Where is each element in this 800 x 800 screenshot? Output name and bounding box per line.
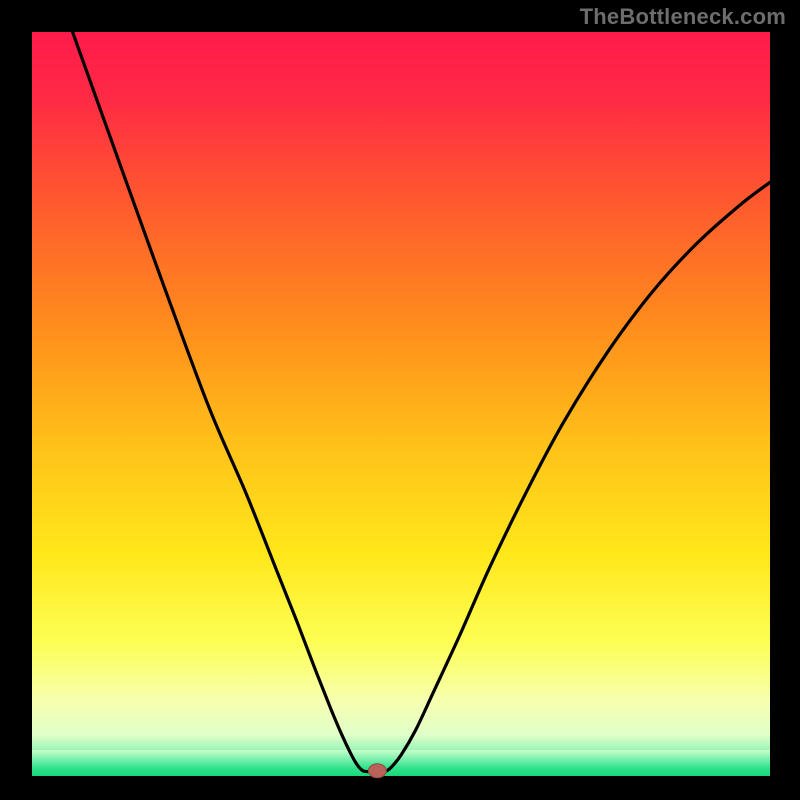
optimal-point-marker: [368, 764, 386, 778]
bottleneck-curve: [73, 32, 770, 772]
chart-stage: TheBottleneck.com: [0, 0, 800, 800]
chart-plot-area: [32, 32, 770, 776]
watermark-text: TheBottleneck.com: [580, 4, 786, 30]
curve-layer: [32, 32, 770, 776]
